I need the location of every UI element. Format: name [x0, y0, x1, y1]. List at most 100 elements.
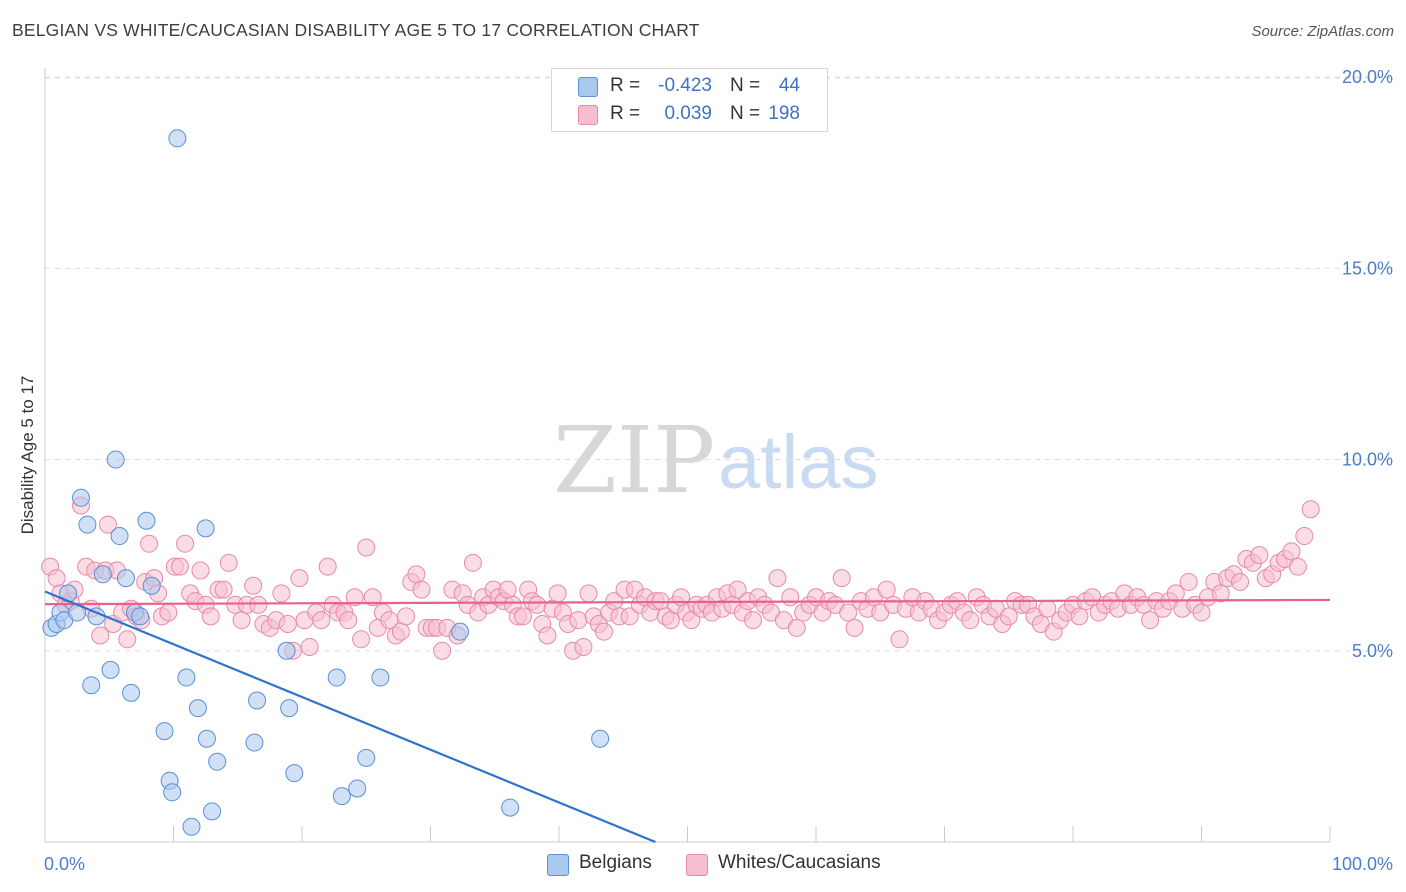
watermark-atlas: atlas: [718, 420, 879, 505]
white-point: [397, 607, 416, 626]
white-point: [1211, 584, 1230, 603]
belgian-point: [137, 511, 156, 530]
watermark-zip: ZIP: [553, 407, 715, 514]
white-point: [159, 603, 178, 622]
belgian-point: [71, 488, 90, 507]
white-point: [498, 580, 517, 599]
belgian-trend-line: [44, 590, 656, 844]
bottom-white-swatch: [686, 854, 708, 876]
white-point: [1295, 527, 1314, 546]
white-swatch: [578, 105, 598, 125]
white-point: [312, 611, 331, 630]
white-point: [787, 618, 806, 637]
white-points-layer: [41, 496, 1320, 660]
bottom-belgian-label: Belgians: [579, 852, 652, 873]
white-point: [1288, 557, 1307, 576]
belgian-point: [82, 676, 101, 695]
white-n-value: 198: [768, 103, 800, 124]
white-point: [352, 630, 371, 649]
legend-row-whites: R = 0.039 N = 198: [552, 100, 827, 128]
white-point: [232, 611, 251, 630]
y-tick-label: 5.0%: [1352, 641, 1393, 661]
white-point: [1250, 546, 1269, 565]
belgian-point: [285, 764, 304, 783]
white-point: [1166, 584, 1185, 603]
stats-legend: R = -0.423 N = 44 R = 0.039 N = 198: [551, 68, 828, 132]
white-point: [363, 588, 382, 607]
white-point: [1179, 572, 1198, 591]
belgian-point: [208, 752, 227, 771]
white-point: [890, 630, 909, 649]
belgian-point: [163, 783, 182, 802]
belgian-point: [357, 748, 376, 767]
white-point: [140, 534, 159, 553]
belgian-point: [142, 576, 161, 595]
belgian-point: [78, 515, 97, 534]
belgian-point: [122, 683, 141, 702]
trend-lines: [44, 590, 1331, 844]
x-tick-labels: 0.0% 100.0%: [44, 854, 1393, 874]
white-point: [407, 565, 426, 584]
belgian-point: [248, 691, 267, 710]
white-r-label: R =: [610, 103, 641, 124]
white-point: [214, 580, 233, 599]
chart-title: BELGIAN VS WHITE/CAUCASIAN DISABILITY AG…: [12, 20, 700, 40]
white-point: [877, 580, 896, 599]
white-point: [176, 534, 195, 553]
belgian-point: [501, 798, 520, 817]
white-point: [514, 607, 533, 626]
white-point: [845, 618, 864, 637]
belgian-point: [203, 802, 222, 821]
white-point: [191, 561, 210, 580]
white-point: [170, 557, 189, 576]
belgian-point: [197, 729, 216, 748]
white-point: [1301, 500, 1320, 519]
white-point: [999, 607, 1018, 626]
white-point: [357, 538, 376, 557]
belgian-point: [327, 668, 346, 687]
belgian-point: [371, 668, 390, 687]
white-point: [300, 637, 319, 656]
white-point: [1192, 603, 1211, 622]
white-trend-line: [44, 598, 1331, 606]
belgian-point: [155, 722, 174, 741]
white-point: [47, 569, 66, 588]
white-point: [768, 569, 787, 588]
white-point: [412, 580, 431, 599]
white-point: [249, 595, 268, 614]
belgian-point: [591, 729, 610, 748]
white-point: [244, 576, 263, 595]
belgian-point: [168, 129, 187, 148]
white-point: [219, 553, 238, 572]
white-r-value: 0.039: [664, 103, 712, 124]
white-point: [272, 584, 291, 603]
belgian-point: [106, 450, 125, 469]
belgian-point: [280, 699, 299, 718]
white-point: [433, 641, 452, 660]
white-point: [1070, 607, 1089, 626]
white-point: [91, 626, 110, 645]
y-tick-label: 15.0%: [1342, 258, 1393, 278]
white-point: [620, 607, 639, 626]
white-point: [380, 611, 399, 630]
white-point: [1282, 542, 1301, 561]
white-point: [278, 615, 297, 634]
white-point: [118, 630, 137, 649]
belgian-point: [116, 569, 135, 588]
white-point: [290, 569, 309, 588]
belgian-points-layer: [42, 129, 610, 836]
white-point: [339, 611, 358, 630]
white-point: [661, 611, 680, 630]
belgian-point: [348, 779, 367, 798]
belgian-swatch: [578, 77, 598, 97]
white-point: [574, 637, 593, 656]
white-point: [463, 553, 482, 572]
white-point: [345, 588, 364, 607]
x-tick-label-min: 0.0%: [44, 854, 85, 874]
legend-row-belgians: R = -0.423 N = 44: [552, 72, 827, 100]
belgian-n-value: 44: [778, 75, 800, 96]
bottom-white-label: Whites/Caucasians: [718, 852, 881, 873]
belgian-point: [131, 607, 150, 626]
white-point: [538, 626, 557, 645]
white-point: [579, 584, 598, 603]
